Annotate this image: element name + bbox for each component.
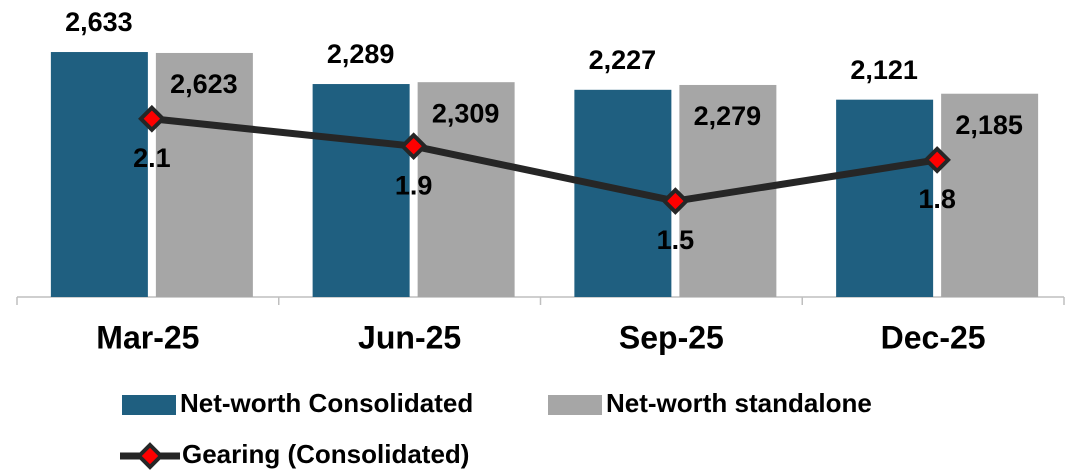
legend-swatch	[122, 395, 176, 415]
data-label: 1.5	[657, 225, 695, 255]
data-label: 1.9	[395, 170, 433, 200]
legend-label: Gearing (Consolidated)	[182, 439, 469, 469]
data-label: 2,279	[694, 101, 762, 131]
bar	[155, 52, 253, 298]
data-label: 2.1	[133, 143, 171, 173]
line-marker	[923, 146, 951, 174]
bar	[417, 82, 515, 297]
x-tick-label: Sep-25	[619, 319, 724, 355]
bar	[312, 84, 410, 297]
legend-label: Net-worth standalone	[606, 388, 872, 418]
data-label: 2,623	[170, 69, 238, 99]
bar	[836, 99, 934, 297]
line-marker	[399, 132, 428, 161]
line	[151, 115, 938, 205]
x-tick-label: Jun-25	[358, 319, 461, 355]
data-label: 2,227	[589, 45, 657, 75]
data-label: 1.8	[918, 184, 956, 214]
bar	[50, 52, 148, 298]
data-label: 2,633	[65, 7, 133, 37]
line-marker	[661, 187, 690, 215]
legend-swatch	[548, 395, 602, 415]
data-label: 2,309	[432, 98, 500, 128]
legend-marker	[136, 442, 164, 470]
data-label: 2,289	[327, 39, 395, 69]
x-tick-label: Dec-25	[881, 319, 986, 355]
data-label: 2,185	[955, 110, 1023, 140]
legend-label: Net-worth Consolidated	[180, 388, 473, 418]
x-tick-label: Mar-25	[96, 319, 199, 355]
bar	[941, 93, 1039, 297]
data-label: 2,121	[850, 55, 918, 85]
line-marker	[138, 104, 166, 133]
